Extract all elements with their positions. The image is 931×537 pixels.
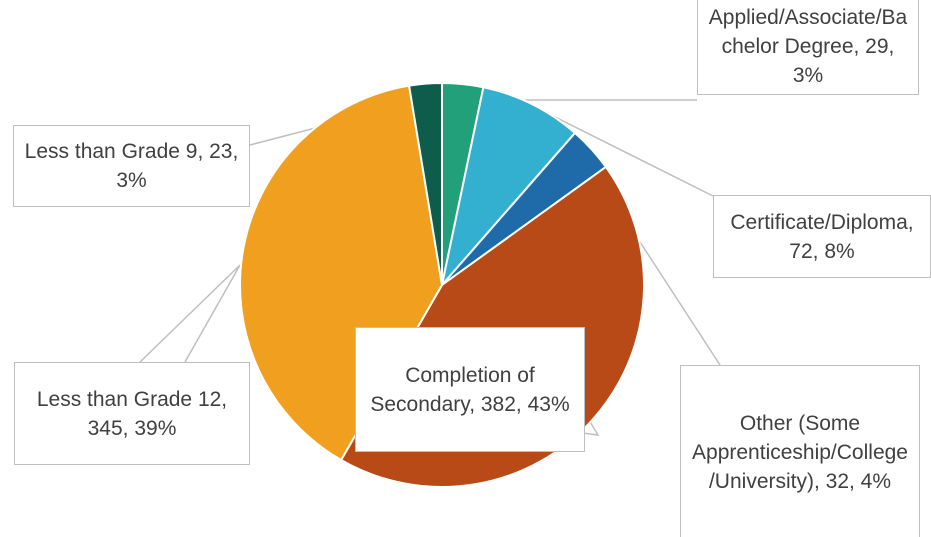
- data-label: Less than Grade 12, 345, 39%: [14, 362, 250, 465]
- leader-line: [139, 264, 241, 363]
- data-label: Other (Some Apprenticeship/College/Unive…: [680, 365, 920, 537]
- data-label: Certificate/Diploma, 72, 8%: [713, 195, 931, 278]
- data-label: Applied/Associate/Bachelor Degree, 29, 3…: [697, 0, 919, 95]
- data-label: Less than Grade 9, 23, 3%: [13, 125, 250, 207]
- data-label: Completion of Secondary, 382, 43%: [355, 327, 585, 452]
- pie-slice: [440, 86, 577, 289]
- pie-slice: [407, 81, 443, 286]
- leader-line: [544, 111, 714, 197]
